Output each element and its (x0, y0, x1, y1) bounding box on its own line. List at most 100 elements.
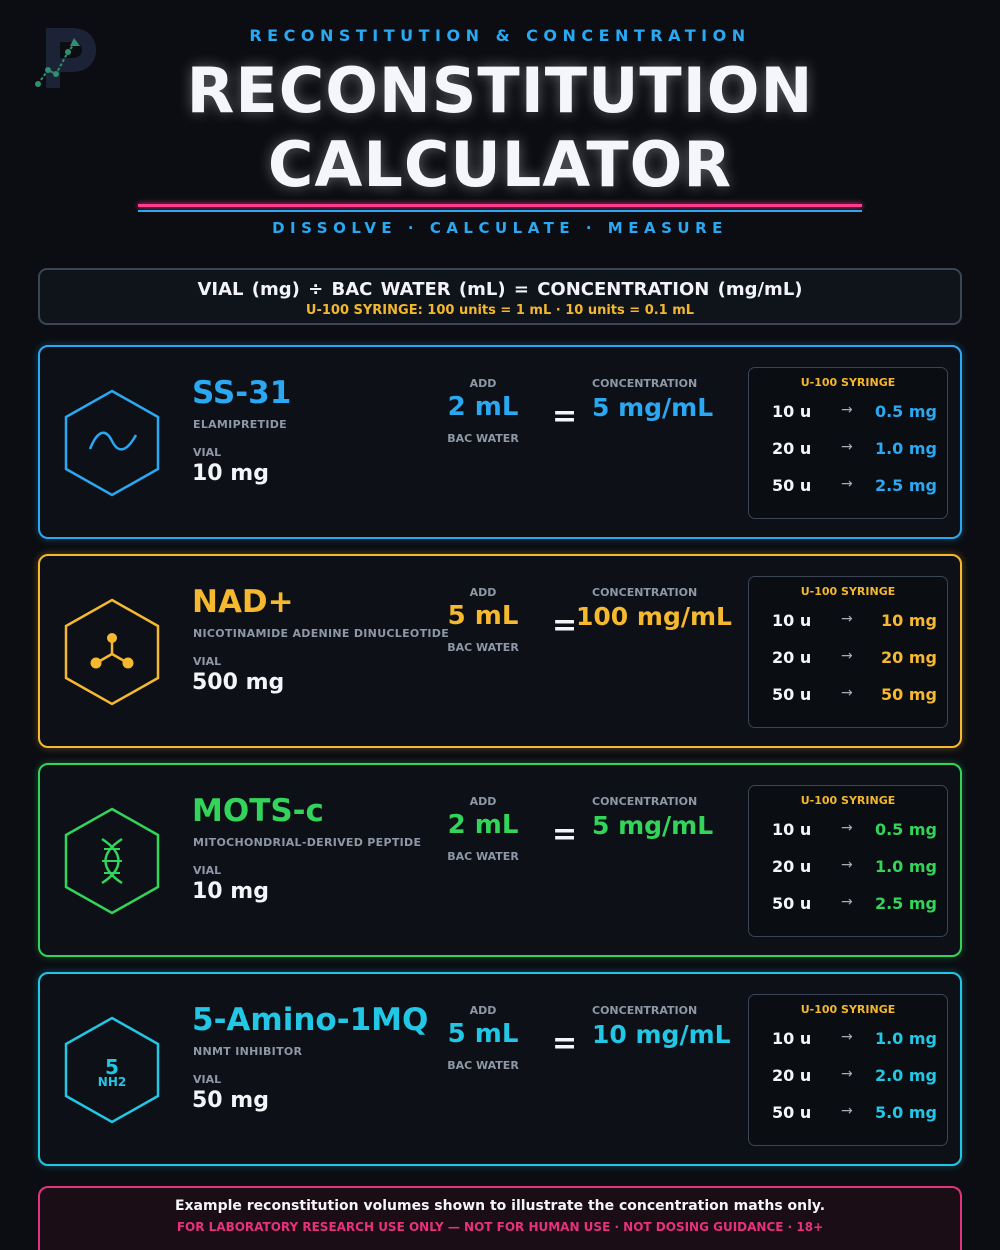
arrow-right-icon: → (841, 1029, 853, 1045)
syringe-dose: 5.0 mg (874, 1103, 937, 1122)
syringe-dose: 1.0 mg (874, 1029, 937, 1048)
syringe-row: 10 u → 0.5 mg (749, 402, 947, 426)
peptide-fullname: ELAMIPRETIDE (193, 418, 287, 431)
syringe-units: 50 u (772, 894, 812, 913)
peptide-card-5amino1mq: 5 NH2 5-Amino-1MQ NNMT INHIBITOR VIAL 50… (38, 972, 962, 1166)
arrow-right-icon: → (841, 820, 853, 836)
arrow-right-icon: → (841, 857, 853, 873)
syringe-dose: 0.5 mg (874, 402, 937, 421)
peptide-card-ss31: SS-31 ELAMIPRETIDE VIAL 10 mg ADD 2 mL B… (38, 345, 962, 539)
arrow-right-icon: → (841, 476, 853, 492)
peptide-fullname: NICOTINAMIDE ADENINE DINUCLEOTIDE (193, 627, 450, 640)
add-label: ADD (469, 1004, 497, 1017)
vial-value: 50 mg (192, 1088, 269, 1113)
syringe-table: U-100 SYRINGE 10 u → 10 mg 20 u → 20 mg … (748, 576, 948, 728)
syringe-table: U-100 SYRINGE 10 u → 0.5 mg 20 u → 1.0 m… (748, 785, 948, 937)
add-value: 2 mL (447, 392, 519, 422)
amine-icon-label: NH2 (98, 1075, 126, 1089)
molecule-icon (64, 598, 160, 706)
header-subtitle: DISSOLVE · CALCULATE · MEASURE (272, 219, 728, 237)
concentration-value: 5 mg/mL (592, 811, 714, 840)
equals-sign: = (552, 399, 578, 434)
vial-value: 10 mg (192, 879, 269, 904)
syringe-units: 20 u (772, 439, 812, 458)
syringe-units: 10 u (772, 820, 812, 839)
concentration-value: 5 mg/mL (592, 393, 714, 422)
syringe-table: U-100 SYRINGE 10 u → 1.0 mg 20 u → 2.0 m… (748, 994, 948, 1146)
add-label: ADD (469, 795, 497, 808)
concentration-label: CONCENTRATION (592, 586, 698, 599)
syringe-units: 10 u (772, 611, 812, 630)
syringe-row: 50 u → 2.5 mg (749, 894, 947, 918)
peptide-name: NAD+ (192, 584, 294, 620)
header-kicker: RECONSTITUTION & CONCENTRATION (249, 26, 751, 45)
peptide-fullname: NNMT INHIBITOR (193, 1045, 303, 1058)
arrow-right-icon: → (841, 439, 853, 455)
syringe-dose: 1.0 mg (874, 439, 937, 458)
vial-value: 10 mg (192, 461, 269, 486)
disclaimer-panel: Example reconstitution volumes shown to … (38, 1186, 962, 1250)
peptide-card-motsc: MOTS-c MITOCHONDRIAL-DERIVED PEPTIDE VIA… (38, 763, 962, 957)
vial-label: VIAL (193, 655, 222, 668)
syringe-row: 20 u → 2.0 mg (749, 1066, 947, 1090)
equals-sign: = (552, 1026, 578, 1061)
syringe-title: U-100 SYRINGE (800, 1003, 896, 1016)
concentration-label: CONCENTRATION (592, 795, 698, 808)
concentration-label: CONCENTRATION (592, 1004, 698, 1017)
peptide-name: SS-31 (192, 375, 292, 411)
amine-icon: 5 NH2 (64, 1016, 160, 1124)
peptide-card-nad: NAD+ NICOTINAMIDE ADENINE DINUCLEOTIDE V… (38, 554, 962, 748)
syringe-title: U-100 SYRINGE (800, 376, 896, 389)
vial-label: VIAL (193, 864, 222, 877)
syringe-table: U-100 SYRINGE 10 u → 0.5 mg 20 u → 1.0 m… (748, 367, 948, 519)
vial-label: VIAL (193, 446, 222, 459)
vial-value: 500 mg (192, 670, 285, 695)
syringe-dose: 50 mg (881, 685, 937, 704)
syringe-row: 20 u → 20 mg (749, 648, 947, 672)
syringe-row: 20 u → 1.0 mg (749, 857, 947, 881)
bac-water-label: BAC WATER (447, 1059, 519, 1072)
add-label: ADD (469, 586, 497, 599)
syringe-row: 10 u → 10 mg (749, 611, 947, 635)
syringe-row: 50 u → 2.5 mg (749, 476, 947, 500)
syringe-dose: 0.5 mg (874, 820, 937, 839)
formula-syringe-note: U-100 SYRINGE: 100 units = 1 mL · 10 uni… (305, 303, 695, 318)
syringe-row: 10 u → 1.0 mg (749, 1029, 947, 1053)
syringe-units: 50 u (772, 1103, 812, 1122)
peptide-name: MOTS-c (192, 793, 324, 829)
bac-water-label: BAC WATER (447, 641, 519, 654)
syringe-dose: 1.0 mg (874, 857, 937, 876)
arrow-right-icon: → (841, 1066, 853, 1082)
concentration-label: CONCENTRATION (592, 377, 698, 390)
syringe-units: 50 u (772, 685, 812, 704)
arrow-right-icon: → (841, 611, 853, 627)
concentration-value: 100 mg/mL (576, 602, 732, 631)
syringe-units: 20 u (772, 1066, 812, 1085)
syringe-title: U-100 SYRINGE (800, 585, 896, 598)
peptide-name: 5-Amino-1MQ (192, 1002, 429, 1038)
syringe-units: 20 u (772, 648, 812, 667)
syringe-dose: 10 mg (881, 611, 937, 630)
title-rule-blue (138, 210, 862, 212)
arrow-right-icon: → (841, 894, 853, 910)
syringe-row: 10 u → 0.5 mg (749, 820, 947, 844)
research-use-warning: FOR LABORATORY RESEARCH USE ONLY — NOT F… (176, 1220, 824, 1234)
equals-sign: = (552, 817, 578, 852)
syringe-units: 20 u (772, 857, 812, 876)
title-rule-pink (138, 204, 862, 207)
syringe-units: 10 u (772, 1029, 812, 1048)
syringe-units: 10 u (772, 402, 812, 421)
amine-icon-number: 5 (105, 1055, 119, 1079)
syringe-dose: 2.0 mg (874, 1066, 937, 1085)
dna-icon (64, 807, 160, 915)
syringe-row: 50 u → 5.0 mg (749, 1103, 947, 1127)
peptide-fullname: MITOCHONDRIAL-DERIVED PEPTIDE (193, 836, 422, 849)
syringe-row: 50 u → 50 mg (749, 685, 947, 709)
concentration-value: 10 mg/mL (592, 1020, 731, 1049)
arrow-right-icon: → (841, 685, 853, 701)
arrow-right-icon: → (841, 648, 853, 664)
vial-label: VIAL (193, 1073, 222, 1086)
syringe-row: 20 u → 1.0 mg (749, 439, 947, 463)
syringe-dose: 20 mg (881, 648, 937, 667)
bac-water-label: BAC WATER (447, 432, 519, 445)
